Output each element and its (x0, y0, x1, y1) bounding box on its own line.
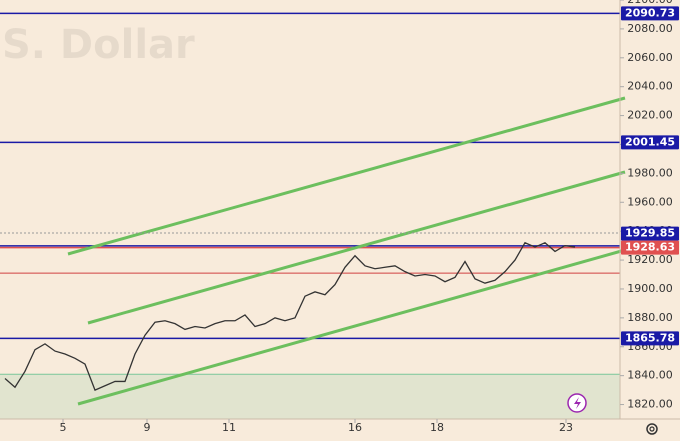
y-tick-label: 2080.00 (627, 22, 673, 35)
price-label: 2090.73 (625, 6, 675, 19)
price-label: 1928.63 (625, 241, 675, 254)
x-tick-label: 23 (559, 421, 573, 434)
price-label-box (621, 226, 679, 241)
x-tick-label: 5 (60, 421, 67, 434)
price-labels: 1820.001840.001860.001880.001900.001920.… (60, 0, 679, 434)
y-tick-label: 1980.00 (627, 166, 673, 179)
series (4, 241, 576, 391)
price-label: 1865.78 (625, 331, 675, 344)
zone (0, 374, 620, 419)
x-tick-label: 18 (430, 421, 444, 434)
settings-icon[interactable] (646, 423, 658, 435)
price-label: 2001.45 (625, 135, 675, 148)
trend-line (87, 170, 626, 325)
x-tick-label: 11 (222, 421, 236, 434)
y-tick-label: 1920.00 (627, 253, 673, 266)
y-tick-label: 1840.00 (627, 369, 673, 382)
y-tick-label: 1900.00 (627, 282, 673, 295)
y-tick-label: 2060.00 (627, 51, 673, 64)
price-label: 1929.85 (625, 227, 675, 240)
trend-line (67, 96, 626, 256)
price-label-box (621, 6, 679, 21)
y-tick-label: 1960.00 (627, 195, 673, 208)
price-line (4, 241, 576, 391)
x-tick-label: 16 (348, 421, 362, 434)
price-label-box (621, 240, 679, 255)
y-tick-label: 1880.00 (627, 311, 673, 324)
y-tick-label: 1820.00 (627, 398, 673, 411)
price-label-box (621, 135, 679, 150)
alert-icon-bolt (574, 397, 581, 409)
y-tick-label: 2100.00 (627, 0, 673, 6)
trend-line (77, 248, 626, 406)
y-tick-label: 2040.00 (627, 80, 673, 93)
x-tick-label: 9 (144, 421, 151, 434)
watermark: S. Dollar (2, 22, 195, 68)
price-label-box (621, 331, 679, 346)
y-tick-label: 2020.00 (627, 109, 673, 122)
